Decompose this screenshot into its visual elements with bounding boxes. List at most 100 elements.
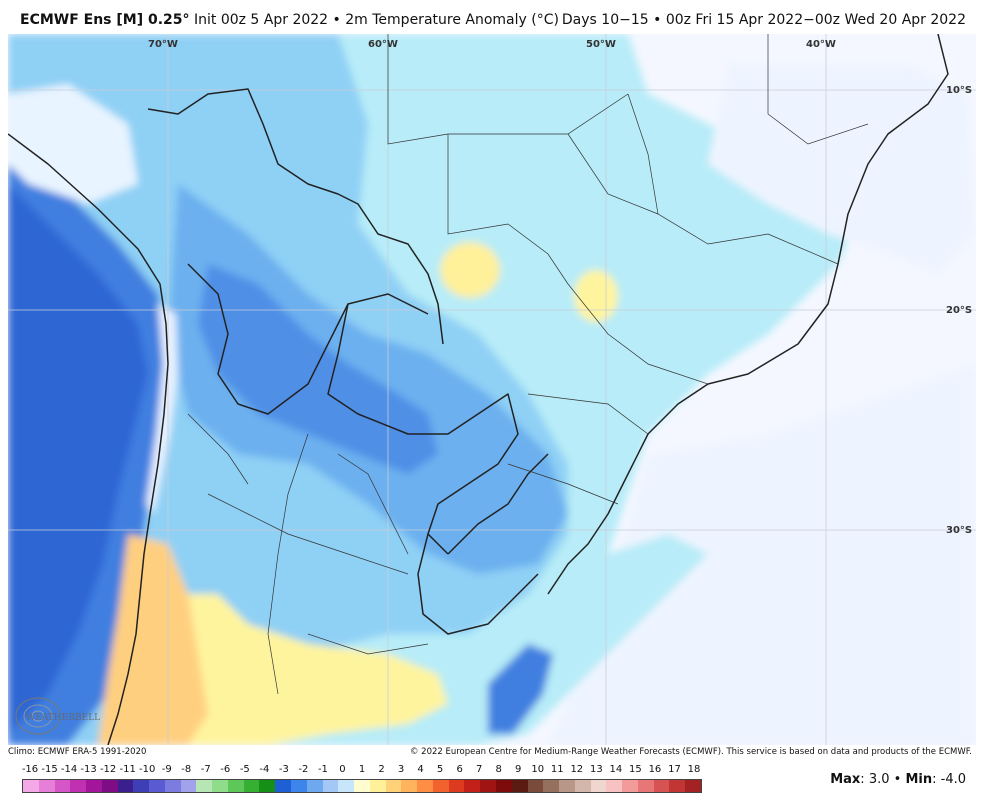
legend-tick-label: 0 [339, 764, 346, 775]
state-border-5 [527, 393, 649, 435]
legend-swatch [385, 780, 402, 792]
summary-separator: • [893, 772, 902, 787]
anomaly-region-warm-core [98, 534, 208, 745]
legend-tick-label: 5 [436, 764, 444, 775]
anomaly-fields [8, 34, 976, 745]
legend-swatch [543, 780, 560, 792]
legend-swatch [354, 780, 370, 792]
lat-label-30s: 30°S [946, 525, 972, 536]
legend-swatch [117, 780, 134, 792]
legend-swatch [164, 780, 181, 792]
init-time: Init 00z 5 Apr 2022 [193, 12, 329, 28]
border-argentina-brazil [447, 453, 549, 555]
legend-tick-labels: -16 -15 -14 -13 -12 -11 -10 -9 -8 -7 -6 -5 -4 -3 -2 -1 0… [22, 762, 702, 778]
state-border-2 [447, 134, 569, 285]
country-borders [8, 34, 949, 745]
max-min-summary: Max: 3.0 • Min: -4.0 [830, 772, 966, 787]
legend-swatch [322, 780, 339, 792]
state-border-12 [187, 413, 249, 485]
logo-wordmark: WEATHERBELL [26, 713, 100, 723]
legend-tick-label: 17 [668, 764, 681, 775]
state-borders [187, 34, 869, 695]
state-border-4 [567, 283, 709, 385]
legend-swatch [212, 780, 228, 792]
legend-swatch [637, 780, 654, 792]
legend-tick-label: -8 [181, 764, 192, 775]
legend-swatch [417, 780, 433, 792]
legend-swatch [86, 780, 102, 792]
legend-tick-label: -9 [161, 764, 172, 775]
credits: Climo: ECMWF ERA-5 1991-2020 © 2022 Euro… [0, 745, 984, 759]
legend-swatch [369, 780, 386, 792]
lon-label-70w: 70°W [148, 39, 178, 50]
legend-swatch [448, 780, 465, 792]
legend-tick-label: 15 [629, 764, 642, 775]
min-value: -4.0 [940, 772, 966, 787]
legend-swatch [149, 780, 165, 792]
graticule [8, 34, 976, 745]
legend-swatch [622, 780, 638, 792]
legend-swatch [23, 780, 39, 792]
legend-swatch [511, 780, 528, 792]
legend-swatch [495, 780, 512, 792]
legend-tick-label: 11 [550, 764, 564, 775]
max-label: Max [830, 772, 861, 787]
legend-swatch [685, 780, 701, 792]
legend-tick-label: -1 [317, 764, 328, 775]
anomaly-region-warm-north-1 [440, 242, 500, 298]
legend-swatch [38, 780, 55, 792]
legend-swatch [70, 780, 87, 792]
legend-swatch [180, 780, 197, 792]
legend-tick-label: -11 [119, 764, 136, 775]
anomaly-region-northwest-interior [8, 84, 138, 204]
border-paraguay [327, 303, 519, 555]
legend-tick-label: 8 [495, 764, 502, 775]
legend-swatch [432, 780, 449, 792]
legend-swatch [227, 780, 244, 792]
anomaly-region-atlantic [548, 364, 976, 745]
map-title: ECMWF Ens [M] 0.25° Init 00z 5 Apr 2022 … [20, 12, 559, 28]
state-border-11 [627, 93, 659, 215]
anomaly-region-atlantic-blob [488, 644, 553, 734]
degree-symbol: ° [182, 12, 190, 28]
legend-color-bar [22, 779, 702, 793]
legend-tick-label: 10 [531, 764, 545, 775]
legend-swatch [338, 780, 355, 792]
lon-label-60w: 60°W [368, 39, 398, 50]
legend-tick-label: 6 [456, 764, 463, 775]
legend-swatch [606, 780, 623, 792]
lat-label-20s: 20°S [946, 305, 972, 316]
lon-label-50w: 50°W [586, 39, 616, 50]
title-bullet: • [332, 12, 341, 28]
legend-swatch [401, 780, 418, 792]
legend-swatch [669, 780, 686, 792]
border-uruguay [417, 533, 539, 635]
min-label: Min [905, 772, 933, 787]
legend-tick-label: 3 [397, 764, 405, 775]
legend-swatch [574, 780, 591, 792]
border-peru-bolivia [147, 88, 444, 345]
state-border-3 [567, 133, 839, 265]
model-name: ECMWF Ens [M] 0.25 [20, 12, 183, 28]
anomaly-region-coastal-white [146, 304, 178, 514]
color-legend: -16 -15 -14 -13 -12 -11 -10 -9 -8 -7 -6 -5 -4 -3 -2 -1 0… [22, 762, 702, 798]
legend-tick-label: -13 [80, 764, 97, 775]
legend-tick-label: 4 [417, 764, 424, 775]
state-border-7 [267, 433, 309, 695]
legend-tick-label: -15 [41, 764, 58, 775]
legend-swatch [275, 780, 292, 792]
anomaly-region-andes-inner [8, 184, 148, 734]
lat-label-10s: 10°S [946, 85, 972, 96]
legend-swatch [464, 780, 481, 792]
legend-swatch [133, 780, 150, 792]
legend-swatch [559, 780, 575, 792]
header: ECMWF Ens [M] 0.25° Init 00z 5 Apr 2022 … [0, 0, 984, 34]
legend-tick-label: -12 [99, 764, 117, 775]
state-border-6 [507, 463, 619, 505]
legend-swatch [259, 780, 276, 792]
legend-tick-label: -14 [60, 764, 78, 775]
legend-swatch [291, 780, 307, 792]
legend-tick-label: 9 [515, 764, 522, 775]
legend-swatch [480, 780, 496, 792]
legend-tick-label: 13 [589, 764, 603, 775]
